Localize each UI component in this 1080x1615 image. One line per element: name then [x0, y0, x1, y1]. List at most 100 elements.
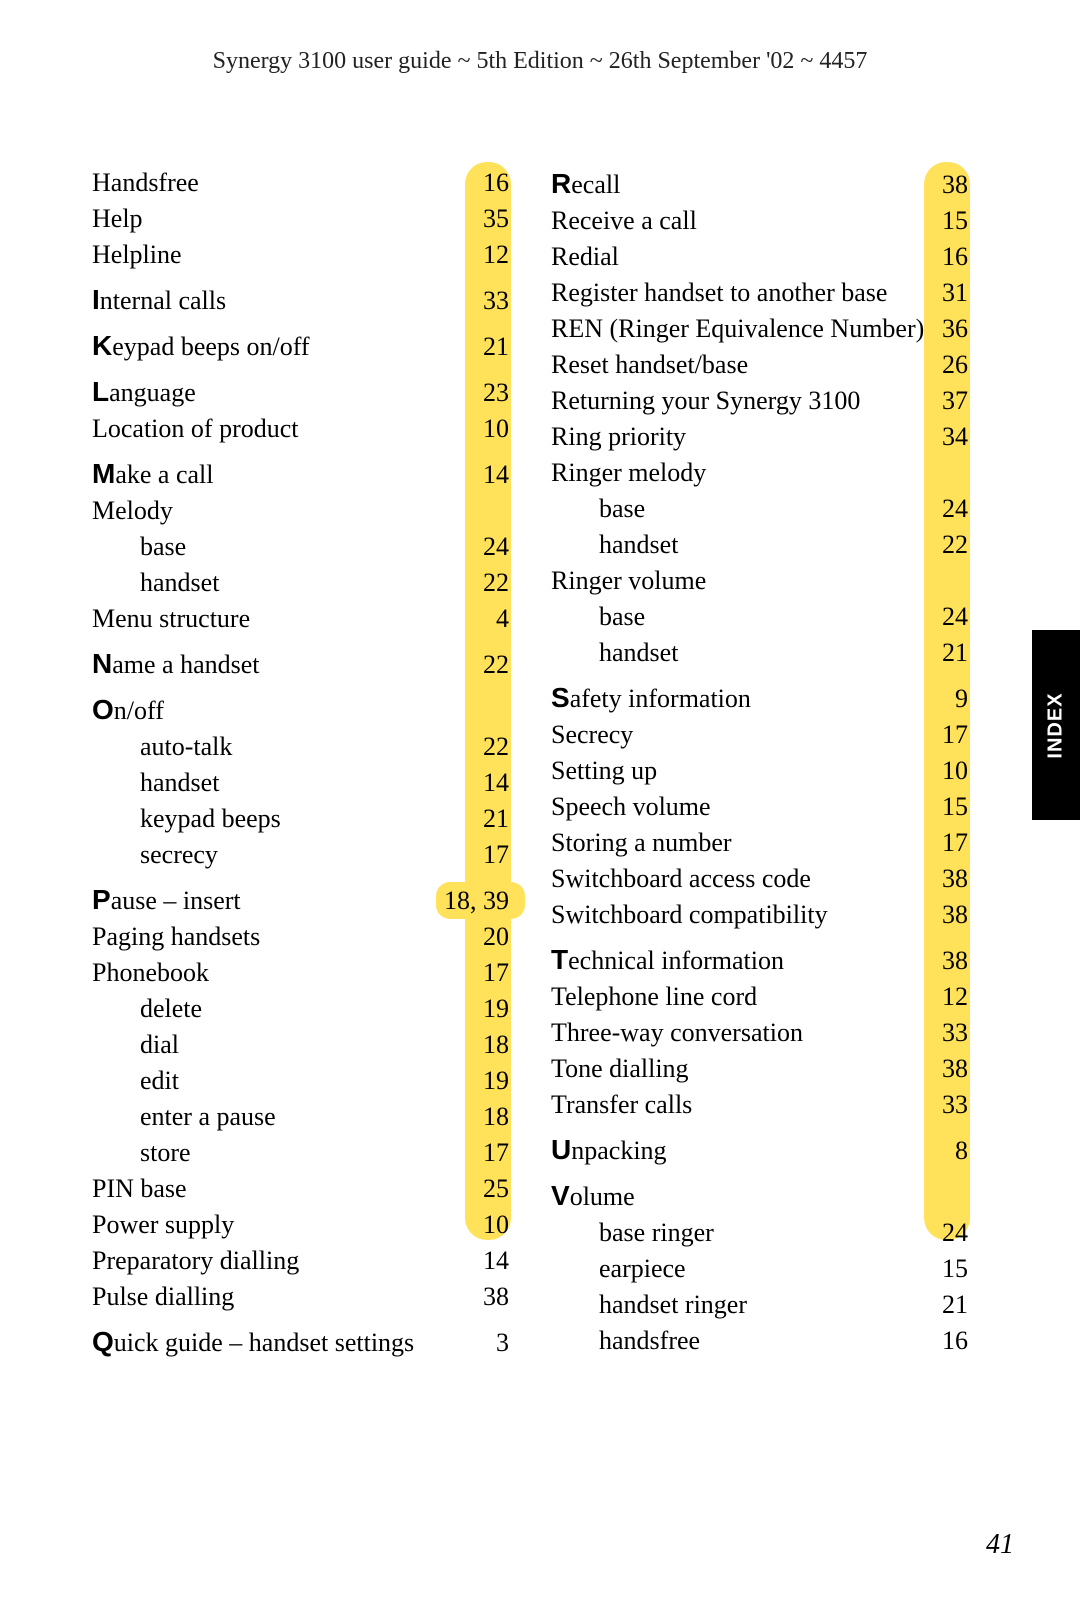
index-row: Keypad beeps on/off21 — [92, 332, 509, 360]
index-row: store17 — [92, 1140, 509, 1166]
index-term: On/off — [92, 696, 467, 724]
index-letter: O — [92, 694, 114, 725]
index-term-text: ame a handset — [112, 650, 259, 679]
index-page-ref: 33 — [467, 288, 509, 314]
index-page-ref: 38 — [926, 902, 968, 928]
index-term: Internal calls — [92, 286, 467, 314]
index-term: Ring priority — [551, 424, 926, 450]
index-page-ref: 18, 39 — [444, 888, 509, 914]
index-term-text: n/off — [114, 696, 164, 725]
index-row: Setting up10 — [551, 758, 968, 784]
index-term-text: echnical information — [568, 946, 784, 975]
index-term: Power supply — [92, 1212, 467, 1238]
index-page-ref: 26 — [926, 352, 968, 378]
index-term: Safety information — [551, 684, 926, 712]
index-page-ref: 38 — [467, 1284, 509, 1310]
index-page-ref: 38 — [926, 172, 968, 198]
index-term: earpiece — [551, 1256, 926, 1282]
index-term: Help — [92, 206, 467, 232]
index-page-ref: 21 — [467, 334, 509, 360]
index-page-ref: 17 — [926, 830, 968, 856]
index-page-ref: 12 — [467, 242, 509, 268]
index-page-ref: 34 — [926, 424, 968, 450]
index-page-ref: 36 — [926, 316, 968, 342]
index-page-ref: 21 — [926, 640, 968, 666]
index-page-ref: 33 — [926, 1020, 968, 1046]
index-term-text: nternal calls — [100, 286, 226, 315]
index-row: Telephone line cord12 — [551, 984, 968, 1010]
index-term: Make a call — [92, 460, 467, 488]
index-page-ref: 16 — [926, 244, 968, 270]
index-page-ref: 10 — [926, 758, 968, 784]
index-row: handset21 — [551, 640, 968, 666]
index-side-tab: INDEX — [1032, 630, 1080, 820]
index-page-ref: 38 — [926, 1056, 968, 1082]
index-page-ref: 15 — [926, 1256, 968, 1282]
index-term: Unpacking — [551, 1136, 926, 1164]
index-term: handset — [551, 640, 926, 666]
index-page-ref: 12 — [926, 984, 968, 1010]
index-page-ref: 14 — [467, 1248, 509, 1274]
index-letter: U — [551, 1134, 571, 1165]
index-term: Pulse dialling — [92, 1284, 467, 1310]
index-page-ref: 16 — [467, 170, 509, 196]
index-page-ref: 22 — [467, 652, 509, 678]
index-term: Recall — [551, 170, 926, 198]
index-term: Name a handset — [92, 650, 467, 678]
index-page-ref: 14 — [467, 770, 509, 796]
index-letter: Q — [92, 1326, 114, 1357]
index-row: base ringer24 — [551, 1220, 968, 1246]
index-term: REN (Ringer Equivalence Number) — [551, 316, 926, 342]
index-term: Receive a call — [551, 208, 926, 234]
index-term: handset ringer — [551, 1292, 926, 1318]
index-term: Helpline — [92, 242, 467, 268]
index-row: Technical information38 — [551, 946, 968, 974]
index-term: Telephone line cord — [551, 984, 926, 1010]
index-page-ref: 4 — [467, 606, 509, 632]
index-row: Melody — [92, 498, 509, 524]
index-row: Handsfree16 — [92, 170, 509, 196]
index-row: Ringer melody — [551, 460, 968, 486]
index-page-ref: 17 — [467, 960, 509, 986]
index-term: Ringer volume — [551, 568, 926, 594]
index-row: Unpacking8 — [551, 1136, 968, 1164]
index-row: Secrecy17 — [551, 722, 968, 748]
index-term: Preparatory dialling — [92, 1248, 467, 1274]
index-row: PIN base25 — [92, 1176, 509, 1202]
index-page-ref: 10 — [467, 1212, 509, 1238]
index-row: base24 — [92, 534, 509, 560]
index-term: store — [92, 1140, 467, 1166]
index-row: Transfer calls33 — [551, 1092, 968, 1118]
index-row: Paging handsets20 — [92, 924, 509, 950]
index-page-ref: 8 — [926, 1138, 968, 1164]
index-row: Power supply10 — [92, 1212, 509, 1238]
index-row: Pause – insert18, 39 — [92, 886, 509, 914]
index-row: Tone dialling38 — [551, 1056, 968, 1082]
index-row: Language23 — [92, 378, 509, 406]
index-term: Register handset to another base — [551, 280, 926, 306]
index-term: Reset handset/base — [551, 352, 926, 378]
index-term: Speech volume — [551, 794, 926, 820]
index-page-ref: 10 — [467, 416, 509, 442]
index-letter: P — [92, 884, 111, 915]
index-term-text: ake a call — [115, 460, 213, 489]
index-side-tab-label: INDEX — [1045, 692, 1068, 758]
index-row: Quick guide – handset settings3 — [92, 1328, 509, 1356]
index-term: PIN base — [92, 1176, 467, 1202]
index-row: earpiece15 — [551, 1256, 968, 1282]
index-row: delete19 — [92, 996, 509, 1022]
index-row: Recall38 — [551, 170, 968, 198]
index-row: Ringer volume — [551, 568, 968, 594]
index-page-ref: 24 — [926, 1220, 968, 1246]
index-term: Technical information — [551, 946, 926, 974]
document-header: Synergy 3100 user guide ~ 5th Edition ~ … — [0, 48, 1080, 75]
index-row: dial18 — [92, 1032, 509, 1058]
index-term: Ringer melody — [551, 460, 926, 486]
index-term: Redial — [551, 244, 926, 270]
index-term: Setting up — [551, 758, 926, 784]
index-term: enter a pause — [92, 1104, 467, 1130]
index-row: Phonebook17 — [92, 960, 509, 986]
index-page-ref: 19 — [467, 996, 509, 1022]
index-page-ref: 24 — [467, 534, 509, 560]
index-column-left: Handsfree16Help35Helpline12Internal call… — [92, 170, 509, 1366]
